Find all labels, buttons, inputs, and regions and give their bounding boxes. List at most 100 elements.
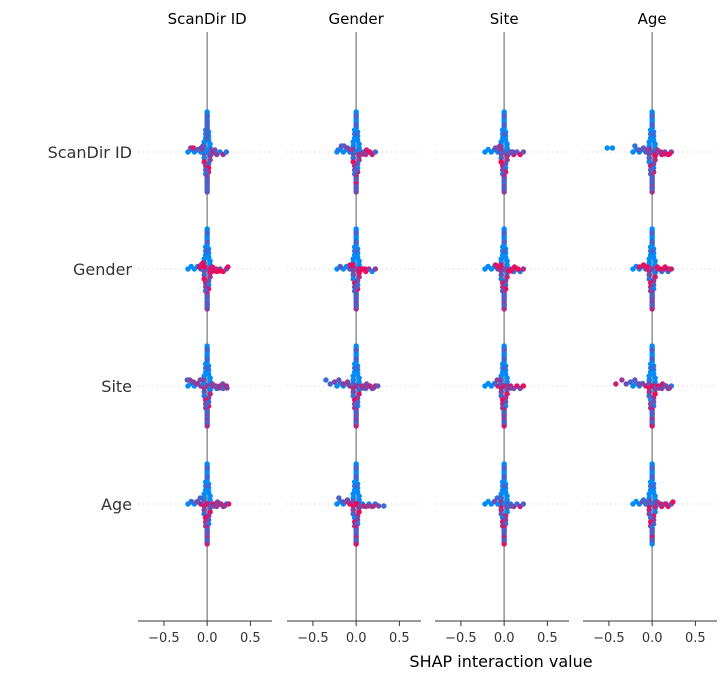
data-point [658, 501, 664, 507]
data-point [649, 167, 655, 173]
data-point [350, 139, 356, 145]
data-point [204, 113, 210, 119]
x-tick-label: 0.5 [240, 631, 261, 646]
data-point [197, 495, 203, 501]
data-point [204, 147, 210, 153]
data-point [646, 491, 652, 497]
data-point [498, 389, 504, 395]
data-point [498, 256, 504, 262]
row-label-gender: Gender [73, 260, 132, 279]
data-point [353, 113, 359, 119]
data-point [204, 465, 210, 471]
points-layer [184, 109, 676, 547]
x-tick-label: 0.0 [642, 631, 663, 646]
data-point [649, 419, 655, 425]
data-point [627, 379, 634, 385]
data-point [360, 503, 366, 509]
data-point [360, 385, 366, 391]
data-point [356, 258, 362, 264]
data-point [646, 389, 652, 395]
data-point [207, 375, 213, 381]
data-point [649, 401, 655, 407]
data-point [356, 141, 362, 147]
data-point [204, 230, 210, 236]
data-point [204, 528, 210, 534]
data-point [207, 493, 213, 499]
data-point [501, 365, 507, 371]
data-point [508, 268, 514, 274]
data-point [501, 528, 507, 534]
row-label-age: Age [101, 495, 132, 514]
data-point [520, 501, 527, 507]
data-point [323, 377, 329, 383]
data-point [649, 113, 655, 119]
data-point [344, 379, 351, 385]
data-point [353, 293, 359, 299]
data-point [353, 230, 359, 236]
data-point [204, 537, 210, 543]
data-point [353, 284, 359, 290]
data-point [501, 410, 507, 416]
data-point [661, 151, 667, 157]
data-point [501, 293, 507, 299]
data-point [367, 149, 373, 155]
data-point [497, 143, 503, 149]
data-point [649, 131, 655, 137]
data-point [204, 365, 210, 371]
data-point [501, 239, 507, 245]
panel-title-site: Site [490, 10, 519, 28]
data-point [356, 497, 362, 503]
data-point [353, 474, 359, 480]
data-point [350, 507, 356, 513]
data-point [331, 379, 338, 385]
x-tick-label: 0.0 [197, 631, 218, 646]
data-point [216, 385, 222, 391]
data-point [327, 381, 333, 387]
data-point [353, 356, 359, 362]
x-tick-label: −0.5 [445, 631, 477, 646]
data-point [504, 141, 510, 147]
data-point [350, 155, 356, 161]
data-point [201, 272, 207, 278]
data-point [201, 389, 207, 395]
text-layer: ScanDir ID Gender Site Age ScanDir ID Gender S… [48, 10, 667, 514]
data-point [623, 381, 629, 387]
data-point [501, 176, 507, 182]
data-point [665, 266, 672, 272]
data-point [504, 375, 510, 381]
data-point [609, 145, 616, 151]
axes-layer: −0.5 0.0 0.5 −0.5 0.0 0.5 −0.5 0.0 0.5 −0.5 0.0 0.5 [138, 620, 717, 646]
data-point [649, 410, 655, 416]
data-point [646, 256, 652, 262]
data-point [353, 365, 359, 371]
data-point [200, 377, 206, 383]
data-point [204, 423, 210, 429]
data-point [649, 528, 655, 534]
panel-title-age: Age [638, 10, 667, 28]
data-point [504, 262, 510, 268]
data-point [360, 151, 366, 157]
data-point [353, 302, 359, 308]
data-point [498, 272, 504, 278]
data-point [501, 306, 507, 312]
data-point [353, 465, 359, 471]
data-point [498, 507, 504, 513]
data-point [652, 375, 658, 381]
data-point [201, 155, 207, 161]
data-point [204, 135, 210, 142]
data-point [204, 117, 210, 124]
data-point [504, 497, 510, 503]
data-point [356, 145, 362, 151]
data-point [353, 541, 359, 547]
x-tick-label: 0.0 [494, 631, 515, 646]
data-point [636, 264, 642, 270]
data-point [663, 501, 669, 507]
data-point [336, 377, 342, 383]
data-point [649, 239, 655, 245]
data-point [211, 503, 217, 509]
data-point [204, 483, 210, 489]
data-point [498, 155, 504, 161]
data-point [501, 230, 507, 236]
data-point [356, 493, 362, 499]
data-point [649, 293, 655, 299]
